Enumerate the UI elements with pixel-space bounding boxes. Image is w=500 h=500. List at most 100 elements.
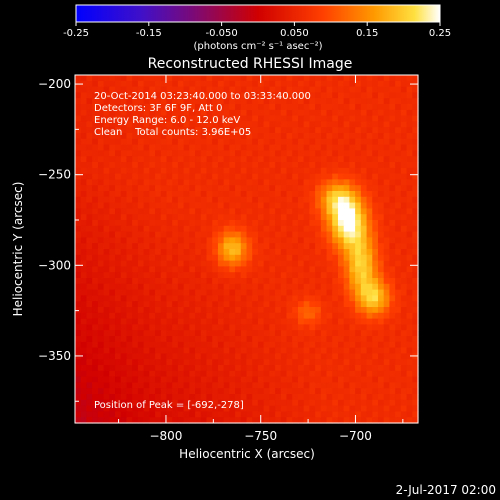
heatmap-cell <box>160 376 168 383</box>
heatmap-cell <box>332 173 339 180</box>
heatmap-cell <box>337 266 345 273</box>
heatmap-cell <box>97 295 105 302</box>
heatmap-cell <box>246 301 253 308</box>
heatmap-cell <box>235 150 242 157</box>
heatmap-cell <box>97 115 105 122</box>
heatmap-cell <box>269 370 276 378</box>
heatmap-cell <box>355 121 362 128</box>
x-axis-label: Heliocentric X (arcsec) <box>179 447 315 461</box>
heatmap-cell <box>372 80 379 88</box>
heatmap-cell <box>349 214 356 221</box>
heatmap-cell <box>75 98 82 105</box>
heatmap-cell <box>109 162 116 169</box>
heatmap-cell <box>309 307 316 314</box>
heatmap-cell <box>229 324 236 331</box>
heatmap-cell <box>252 208 259 215</box>
heatmap-cell <box>292 214 299 221</box>
heatmap-cell <box>183 370 190 378</box>
heatmap-cell <box>377 370 385 378</box>
heatmap-cell <box>143 283 150 291</box>
heatmap-cell <box>217 295 225 302</box>
heatmap-cell <box>406 98 413 105</box>
heatmap-cell <box>366 370 373 378</box>
heatmap-cell <box>177 92 185 99</box>
heatmap-cell <box>195 144 202 151</box>
heatmap-cell <box>280 330 288 337</box>
heatmap-cell <box>217 254 225 262</box>
heatmap-cell <box>149 278 156 285</box>
heatmap-cell <box>229 220 236 227</box>
heatmap-cell <box>252 382 259 389</box>
heatmap-cell <box>303 237 310 244</box>
heatmap-cell <box>297 272 305 279</box>
heatmap-cell <box>332 370 339 378</box>
heatmap-cell <box>269 417 276 424</box>
heatmap-cell <box>337 330 345 337</box>
heatmap-cell <box>406 417 413 424</box>
heatmap-cell <box>377 411 385 418</box>
heatmap-cell <box>189 109 196 117</box>
heatmap-cell <box>132 214 139 221</box>
heatmap-cell <box>257 394 265 401</box>
heatmap-cell <box>137 272 145 279</box>
heatmap-cell <box>80 359 88 366</box>
heatmap-cell <box>177 272 185 279</box>
heatmap-cell <box>326 92 333 99</box>
heatmap-cell <box>137 312 145 320</box>
colorbar-unit-label: (photons cm⁻² s⁻¹ asec⁻²) <box>193 41 322 52</box>
heatmap-cell <box>206 115 213 122</box>
heatmap-cell <box>252 405 259 412</box>
heatmap-cell <box>92 75 99 82</box>
heatmap-cell <box>149 318 156 325</box>
heatmap-cell <box>275 347 282 354</box>
heatmap-cell <box>86 173 93 180</box>
heatmap-cell <box>332 405 339 412</box>
heatmap-cell <box>343 98 350 105</box>
heatmap-cell <box>280 365 288 372</box>
heatmap-cell <box>109 208 116 215</box>
heatmap-cell <box>86 283 93 291</box>
heatmap-cell <box>97 388 105 395</box>
heatmap-cell <box>195 278 202 285</box>
heatmap-cell <box>269 312 276 320</box>
heatmap-cell <box>349 162 356 169</box>
heatmap-cell <box>303 260 310 267</box>
heatmap-cell <box>92 411 99 418</box>
heatmap-cell <box>115 156 122 163</box>
heatmap-cell <box>195 80 202 88</box>
heatmap-cell <box>292 173 299 180</box>
heatmap-cell <box>343 272 350 279</box>
heatmap-cell <box>155 341 162 349</box>
heatmap-cell <box>206 231 213 238</box>
heatmap-cell <box>252 411 259 418</box>
heatmap-cell <box>206 144 213 151</box>
heatmap-cell <box>383 225 391 233</box>
heatmap-cell <box>337 80 345 88</box>
heatmap-cell <box>309 208 316 215</box>
heatmap-cell <box>155 359 162 366</box>
heatmap-cell <box>286 411 293 418</box>
heatmap-cell <box>240 144 248 151</box>
heatmap-cell <box>366 231 373 238</box>
heatmap-cell <box>257 330 265 337</box>
heatmap-cell <box>223 249 230 256</box>
heatmap-cell <box>269 138 276 146</box>
heatmap-cell <box>200 266 208 273</box>
heatmap-cell <box>235 104 242 111</box>
heatmap-cell <box>126 80 133 88</box>
heatmap-cell <box>326 266 333 273</box>
heatmap-cell <box>109 283 116 291</box>
heatmap-cell <box>297 127 305 134</box>
heatmap-cell <box>217 133 225 140</box>
heatmap-cell <box>309 295 316 302</box>
heatmap-cell <box>166 388 173 395</box>
heatmap-cell <box>389 388 396 395</box>
heatmap-cell <box>166 405 173 412</box>
heatmap-cell <box>320 272 328 279</box>
heatmap-cell <box>183 272 190 279</box>
heatmap-cell <box>372 417 379 424</box>
heatmap-cell <box>80 109 88 117</box>
heatmap-cell <box>86 225 93 233</box>
heatmap-cell <box>395 307 402 314</box>
heatmap-cell <box>212 162 219 169</box>
